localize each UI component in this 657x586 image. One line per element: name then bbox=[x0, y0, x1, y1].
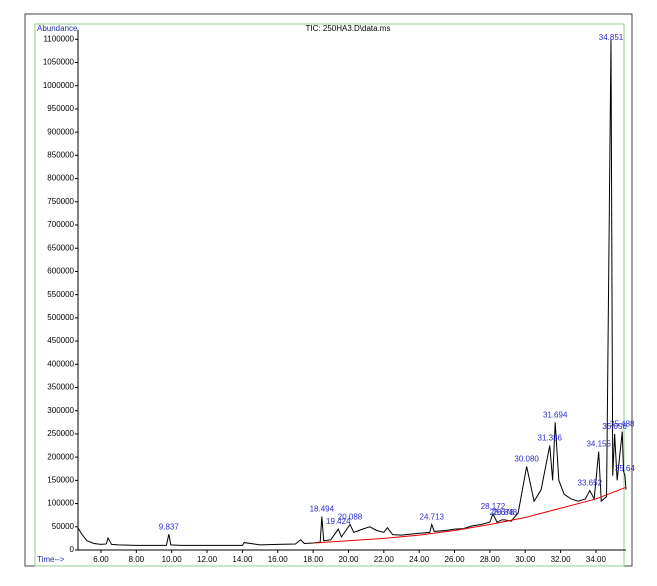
y-tick-label: 50000 bbox=[52, 522, 75, 531]
frame bbox=[24, 13, 633, 567]
x-tick-label: 12.00 bbox=[197, 555, 218, 564]
y-tick-label: 1000000 bbox=[43, 81, 75, 90]
y-tick-label: 250000 bbox=[47, 429, 74, 438]
y-tick-label: 0 bbox=[70, 545, 75, 554]
peak-label: 35.056 bbox=[602, 422, 627, 431]
y-tick-label: 700000 bbox=[47, 220, 74, 229]
peak-label: 34.851 bbox=[599, 33, 624, 42]
x-tick-label: 26.00 bbox=[445, 555, 466, 564]
plot-frame bbox=[34, 23, 625, 567]
peak-label: 9.837 bbox=[159, 522, 180, 531]
y-tick-label: 100000 bbox=[47, 499, 74, 508]
x-tick-label: 10.00 bbox=[162, 555, 183, 564]
x-tick-label: 6.00 bbox=[93, 555, 109, 564]
y-tick-label: 500000 bbox=[47, 313, 74, 322]
y-tick-label: 1100000 bbox=[43, 34, 74, 43]
y-tick-label: 900000 bbox=[47, 127, 74, 136]
peak-label: 30.080 bbox=[514, 455, 539, 464]
peak-label: 35.64 bbox=[615, 464, 636, 473]
peak-label: 31.694 bbox=[543, 410, 568, 419]
y-tick-label: 750000 bbox=[47, 197, 74, 206]
y-tick-label: 450000 bbox=[47, 336, 74, 345]
series-line bbox=[77, 39, 627, 546]
y-axis-label: Abundance bbox=[37, 24, 78, 33]
y-tick-label: 600000 bbox=[47, 267, 74, 276]
peak-label: 28.172 bbox=[481, 502, 506, 511]
x-tick-label: 22.00 bbox=[374, 555, 395, 564]
y-tick-label: 550000 bbox=[47, 290, 74, 299]
peak-label: 18.494 bbox=[310, 505, 335, 514]
x-tick-label: 34.00 bbox=[586, 555, 607, 564]
peak-label: 19.424 bbox=[326, 517, 351, 526]
y-tick-label: 350000 bbox=[47, 383, 74, 392]
x-tick-label: 8.00 bbox=[129, 555, 145, 564]
x-tick-label: 20.00 bbox=[338, 555, 359, 564]
peak-label: 28.678 bbox=[490, 508, 515, 517]
series-line bbox=[313, 486, 627, 544]
peak-label: 31.386 bbox=[538, 434, 563, 443]
y-tick-label: 400000 bbox=[47, 359, 74, 368]
peak-label: 28.848 bbox=[493, 508, 518, 517]
y-tick-label: 650000 bbox=[47, 243, 74, 252]
peak-label: 33.652 bbox=[578, 479, 603, 488]
x-tick-label: 18.00 bbox=[303, 555, 324, 564]
y-tick-label: 850000 bbox=[47, 150, 74, 159]
chart-title: TIC: 250HA3.D\data.ms bbox=[306, 24, 391, 33]
x-tick-label: 24.00 bbox=[409, 555, 430, 564]
x-tick-label: 14.00 bbox=[232, 555, 253, 564]
y-tick-label: 150000 bbox=[47, 475, 74, 484]
y-tick-label: 200000 bbox=[47, 452, 74, 461]
x-tick-label: 30.00 bbox=[515, 555, 536, 564]
peak-label: 34.155 bbox=[586, 440, 611, 449]
peak-label: 24.713 bbox=[420, 513, 445, 522]
x-tick-label: 32.00 bbox=[551, 555, 572, 564]
peak-label: 20.088 bbox=[338, 513, 363, 522]
y-tick-label: 1050000 bbox=[43, 58, 75, 67]
y-tick-label: 800000 bbox=[47, 174, 74, 183]
y-tick-label: 300000 bbox=[47, 406, 74, 415]
peak-label: 35.488 bbox=[610, 420, 635, 429]
x-axis-label: Time--> bbox=[37, 555, 65, 564]
y-tick-label: 950000 bbox=[47, 104, 74, 113]
x-tick-label: 16.00 bbox=[268, 555, 289, 564]
x-tick-label: 28.00 bbox=[480, 555, 501, 564]
